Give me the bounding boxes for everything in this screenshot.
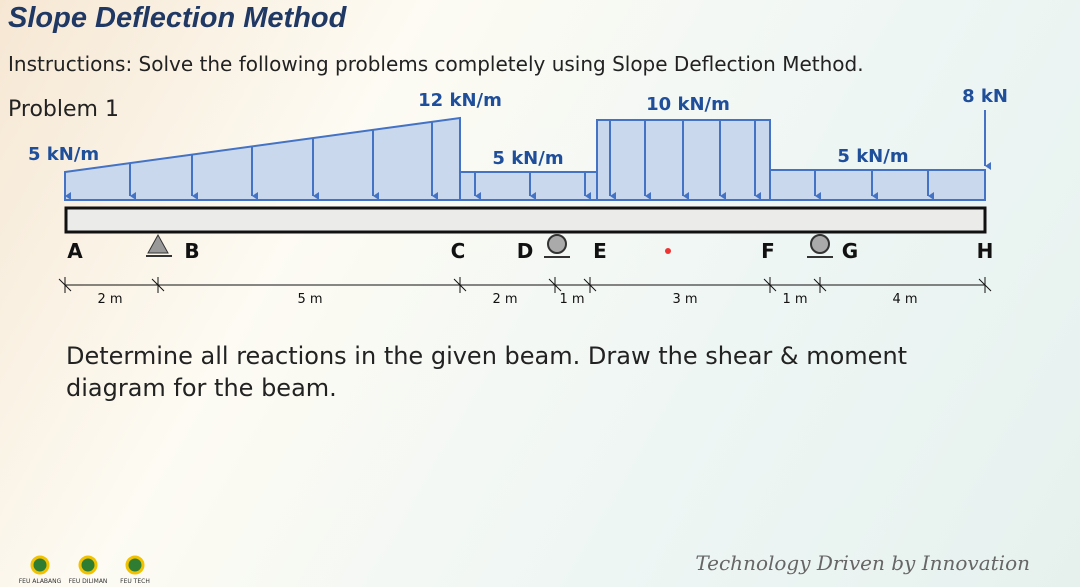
node-label: E	[593, 239, 607, 263]
load-label: 5 kN/m	[492, 148, 563, 169]
loads	[64, 110, 991, 201]
logo	[125, 555, 145, 575]
trapezoid-load	[64, 116, 461, 201]
pointer-dot	[665, 248, 671, 254]
span-label: 2 m	[97, 292, 122, 307]
logo-label: FEU DILIMAN	[69, 578, 108, 585]
load-label: 8 kN	[962, 86, 1008, 107]
node-label: F	[761, 239, 775, 263]
load-label: 10 kN/m	[646, 94, 730, 115]
dimension-tick	[453, 278, 467, 292]
dimension-tick	[583, 278, 597, 292]
question: Determine all reactions in the given bea…	[66, 342, 908, 402]
logo-label: FEU TECH	[120, 578, 150, 585]
span-label: 2 m	[492, 292, 517, 307]
load-label: 5 kN/m	[28, 144, 99, 165]
uniform-load	[769, 169, 986, 201]
span-label: 1 m	[559, 292, 584, 307]
dimension-tick	[763, 278, 777, 292]
node-label: A	[67, 239, 83, 263]
dimension-tick	[151, 278, 165, 292]
logo-label: FEU ALABANG	[19, 578, 62, 585]
span-label: 5 m	[297, 292, 322, 307]
logo	[78, 555, 98, 575]
node-label: G	[842, 239, 858, 263]
dimension-tick	[978, 278, 992, 292]
load-label: 5 kN/m	[837, 146, 908, 167]
node-label: H	[977, 239, 994, 263]
dimension-tick	[58, 278, 72, 292]
node-label: D	[517, 239, 534, 263]
uniform-load	[459, 171, 598, 201]
logo	[30, 555, 50, 575]
tagline: Technology Driven by Innovation	[695, 551, 1030, 575]
logos	[30, 555, 145, 575]
node-label: B	[184, 239, 199, 263]
span-label: 1 m	[782, 292, 807, 307]
problem-label: Problem 1	[8, 97, 119, 122]
load-label: 12 kN/m	[418, 90, 502, 111]
span-label: 3 m	[672, 292, 697, 307]
roller-support	[810, 234, 830, 254]
dimension-tick	[813, 278, 827, 292]
node-label: C	[451, 239, 466, 263]
title: Slope Deflection Method	[8, 2, 348, 34]
span-label: 4 m	[892, 292, 917, 307]
roller-support	[547, 234, 567, 254]
beam	[64, 206, 987, 234]
instructions: Instructions: Solve the following proble…	[8, 52, 864, 76]
dimension-tick	[548, 278, 562, 292]
pin-support	[147, 233, 169, 254]
